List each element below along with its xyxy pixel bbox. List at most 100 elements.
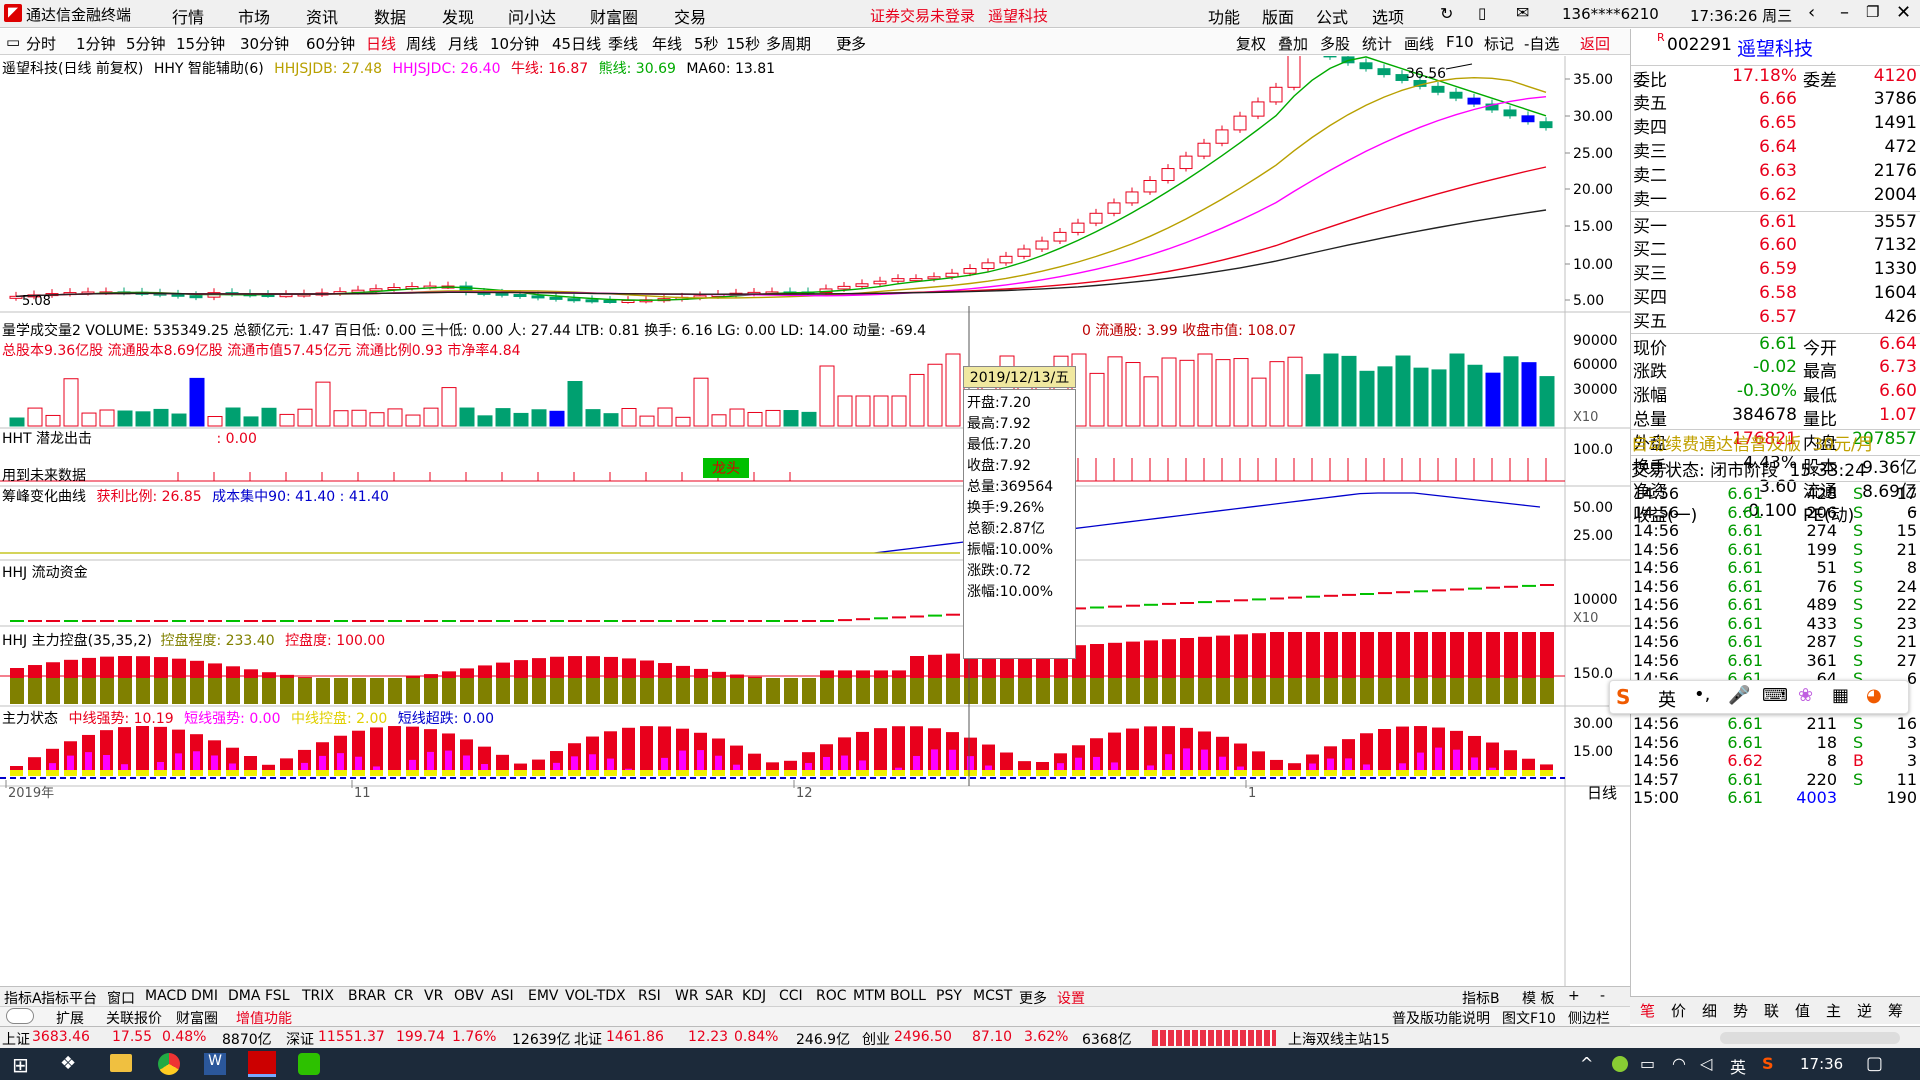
indicator-right-0[interactable]: 指标B: [1462, 991, 1500, 1007]
device-icon[interactable]: ▯: [1478, 4, 1487, 22]
task-view-icon[interactable]: ❖: [60, 1053, 77, 1074]
ask-row[interactable]: 卖五 6.66 3786: [1631, 89, 1920, 114]
right-tab-3[interactable]: 势: [1733, 1002, 1749, 1020]
tdx-icon[interactable]: [248, 1051, 276, 1077]
ext-right-2[interactable]: 侧边栏: [1568, 1011, 1610, 1027]
file-explorer-icon[interactable]: [110, 1054, 132, 1072]
indicator-tab-25[interactable]: 更多: [1019, 991, 1047, 1007]
indicator-tab-19[interactable]: CCI: [779, 988, 803, 1004]
indicator-tab-18[interactable]: KDJ: [742, 988, 767, 1004]
grid-icon[interactable]: ▦: [1832, 685, 1850, 706]
promo-banner[interactable]: 自动续费通达信普及版 30元/月: [1631, 429, 1920, 455]
sogou-icon[interactable]: S: [1616, 685, 1631, 709]
toolbar-right-3[interactable]: 统计: [1362, 35, 1393, 53]
mail-icon[interactable]: ✉: [1516, 3, 1530, 22]
layout-icon[interactable]: ▭: [6, 33, 21, 51]
ime-lang[interactable]: 英: [1658, 690, 1676, 711]
ask-row[interactable]: 卖三 6.64 472: [1631, 137, 1920, 162]
menu-jiaoyi[interactable]: 交易: [674, 8, 707, 27]
ext-tab-0[interactable]: 扩展: [56, 1011, 84, 1027]
chart-area[interactable]: 35.00 30.00 25.00 20.00 15.00 10.00 5.00 90000 6…: [0, 40, 1630, 986]
indicator-tab-2[interactable]: 窗口: [107, 991, 135, 1007]
tray-chevron-icon[interactable]: ^: [1580, 1054, 1594, 1073]
menu-caifuquan[interactable]: 财富圈: [590, 8, 639, 27]
refresh-icon[interactable]: ↻: [1440, 4, 1454, 23]
close-icon[interactable]: ✕: [1896, 2, 1912, 23]
period-tab-8[interactable]: 月线: [448, 35, 479, 53]
menu-wenxiaoda[interactable]: 问小达: [508, 8, 557, 27]
indicator-tab-13[interactable]: EMV: [528, 988, 559, 1004]
right-tab-0[interactable]: 笔: [1640, 1002, 1656, 1020]
indicator-tab-26[interactable]: 设置: [1057, 991, 1085, 1007]
windows-start-icon[interactable]: ⊞: [12, 1053, 29, 1077]
mascot-icon[interactable]: ◕: [1866, 685, 1882, 706]
period-tab-2[interactable]: 5分钟: [126, 35, 166, 53]
menu-faxian[interactable]: 发现: [442, 8, 475, 27]
bid-row[interactable]: 买五 6.57 426: [1631, 307, 1920, 332]
toolbar-right-6[interactable]: 标记: [1484, 35, 1515, 53]
right-tab-2[interactable]: 细: [1702, 1002, 1718, 1020]
toolbar-right-1[interactable]: 叠加: [1278, 35, 1309, 53]
indicator-tab-10[interactable]: VR: [424, 988, 444, 1004]
period-tab-16[interactable]: 更多: [836, 35, 867, 53]
battery-icon[interactable]: ▭: [1640, 1054, 1656, 1073]
indicator-tab-15[interactable]: RSI: [638, 988, 661, 1004]
tray-app-icon[interactable]: [1612, 1056, 1628, 1072]
period-tab-11[interactable]: 季线: [608, 35, 639, 53]
menu-gongneng[interactable]: 功能: [1208, 8, 1241, 27]
indicator-tab-3[interactable]: MACD: [145, 988, 187, 1004]
ask-row[interactable]: 卖二 6.63 2176: [1631, 161, 1920, 186]
indicator-tab-11[interactable]: OBV: [454, 988, 484, 1004]
bid-row[interactable]: 买一 6.61 3557: [1631, 211, 1920, 237]
toolbar-right-8[interactable]: 返回: [1580, 35, 1611, 53]
indicator-tab-20[interactable]: ROC: [816, 988, 847, 1004]
cy-label[interactable]: 创业: [862, 1032, 890, 1048]
indicator-tab-7[interactable]: TRIX: [302, 988, 334, 1004]
indicator-tab-4[interactable]: DMI: [191, 988, 218, 1004]
bid-row[interactable]: 买二 6.60 7132: [1631, 235, 1920, 260]
indicator-right-1[interactable]: 模 板: [1522, 991, 1555, 1007]
promo-text[interactable]: 自动续费通达信普及版: [1631, 435, 1801, 455]
ask-row[interactable]: 卖一 6.62 2004: [1631, 185, 1920, 210]
sogou-tray-icon[interactable]: S: [1762, 1054, 1774, 1073]
indicator-tab-23[interactable]: PSY: [936, 988, 962, 1004]
punctuation-icon[interactable]: •,: [1694, 684, 1711, 705]
period-tab-15[interactable]: 多周期: [766, 35, 812, 53]
toolbar-right-7[interactable]: -自选: [1524, 35, 1560, 53]
period-tab-10[interactable]: 45日线: [552, 35, 602, 53]
login-notice[interactable]: 证券交易未登录: [870, 7, 976, 25]
back-icon[interactable]: ‹: [1808, 2, 1816, 23]
toolbar-right-2[interactable]: 多股: [1320, 35, 1351, 53]
period-tab-5[interactable]: 60分钟: [306, 35, 356, 53]
scroll-bar[interactable]: [1720, 1032, 1900, 1044]
keyboard-icon[interactable]: ⌨: [1762, 685, 1788, 706]
menu-gongshi[interactable]: 公式: [1316, 8, 1349, 27]
menu-zixun[interactable]: 资讯: [306, 8, 339, 27]
indicator-tab-21[interactable]: MTM: [853, 988, 886, 1004]
menu-shichang[interactable]: 市场: [238, 8, 271, 27]
indicator-tab-1[interactable]: 指标平台: [41, 991, 97, 1007]
microphone-icon[interactable]: 🎤: [1728, 685, 1751, 706]
menu-xuanxiang[interactable]: 选项: [1372, 8, 1405, 27]
kline-chart-svg[interactable]: 35.00 30.00 25.00 20.00 15.00 10.00 5.00 90000 6…: [0, 40, 1630, 986]
indicator-tab-14[interactable]: VOL-TDX: [565, 988, 626, 1004]
ext-tab-3[interactable]: 增值功能: [236, 1011, 292, 1027]
indicator-tab-12[interactable]: ASI: [491, 988, 514, 1004]
wechat-icon[interactable]: [298, 1053, 320, 1075]
toolbar-right-4[interactable]: 画线: [1404, 35, 1435, 53]
menu-shuju[interactable]: 数据: [374, 8, 407, 27]
period-tab-6[interactable]: 日线: [366, 35, 397, 53]
menu-banmian[interactable]: 版面: [1262, 8, 1295, 27]
ext-tab-1[interactable]: 关联报价: [106, 1011, 162, 1027]
ext-right-1[interactable]: 图文F10: [1502, 1011, 1556, 1027]
right-tab-6[interactable]: 主: [1826, 1002, 1842, 1020]
indicator-tab-24[interactable]: MCST: [973, 988, 1013, 1004]
period-tab-14[interactable]: 15秒: [726, 35, 761, 53]
indicator-tab-6[interactable]: FSL: [265, 988, 290, 1004]
tick-list[interactable]: 14:56 6.61 428 S 17 14:56 6.61 206 S 6 14:56 6.61 27…: [1631, 481, 1920, 1015]
period-tab-4[interactable]: 30分钟: [240, 35, 290, 53]
indicator-tab-22[interactable]: BOLL: [890, 988, 926, 1004]
period-tab-7[interactable]: 周线: [406, 35, 437, 53]
menu-hangqing[interactable]: 行情: [172, 8, 205, 27]
chrome-icon[interactable]: [158, 1053, 180, 1075]
